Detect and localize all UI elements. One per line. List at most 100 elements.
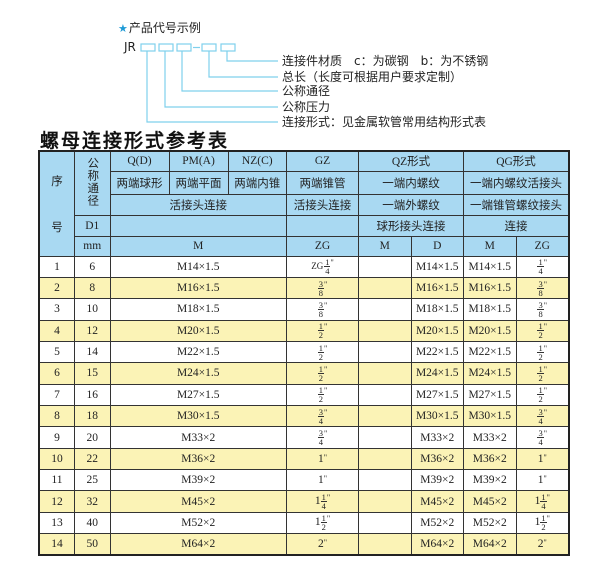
- table-row: 10 22 M36×2 1" M36×2 M36×2 1": [38, 447, 570, 471]
- cell-dn: 50: [74, 533, 111, 556]
- denominator: 4: [321, 501, 326, 512]
- leader-line-length: [208, 51, 278, 78]
- cell-qz-d: M16×1.5: [410, 276, 464, 300]
- denominator: 2: [538, 330, 543, 341]
- inch-mark: ": [543, 386, 547, 396]
- inch-mark: ": [543, 474, 547, 484]
- inch-mark: ": [543, 343, 547, 353]
- cell-seq: 3: [38, 298, 75, 321]
- header-qg-desc1: 一端内螺纹活接头: [463, 170, 570, 195]
- numerator: 1: [540, 492, 547, 503]
- header-seq: 序号: [38, 150, 75, 257]
- cell-qz-d: M18×1.5: [410, 298, 464, 321]
- table-row: 2 8 M16×1.5 3 8 " M16×1.5 M16×1.5 3 8 ": [38, 276, 570, 300]
- code-example-title: ★产品代号示例: [118, 19, 201, 36]
- table-row: 1 6 M14×1.5 ZG 1 4 " M14×1.5 M14×1.5 1 4 ": [38, 255, 570, 278]
- cell-qg-m: M64×2: [463, 533, 517, 556]
- whole-inch: 1: [314, 516, 321, 529]
- cell-qg-m: M18×1.5: [463, 298, 517, 321]
- cell-dn: 10: [74, 298, 111, 321]
- denominator: 2: [538, 351, 543, 362]
- leader-line-diameter: [181, 51, 278, 92]
- header-gz: GZ: [286, 150, 359, 172]
- leader-line-connection: [146, 51, 278, 123]
- cell-qg-m: M27×1.5: [463, 383, 517, 407]
- inch-mark: ": [543, 452, 547, 462]
- cell-m: M16×1.5: [109, 276, 287, 300]
- numerator: 3: [537, 299, 544, 310]
- whole-inch: 1: [317, 452, 324, 465]
- label-connection: 连接形式：见金属软管常用结构形式表: [282, 115, 487, 129]
- header-zg: ZG: [286, 235, 359, 257]
- leader-line-material: [226, 51, 278, 62]
- cell-qz-d: M39×2: [410, 469, 464, 492]
- numerator: 1: [537, 385, 544, 396]
- cell-qz-d: M24×1.5: [410, 362, 464, 385]
- header-dn-text: 公称通径: [86, 156, 99, 207]
- header-qg-desc3: 连接: [463, 214, 570, 237]
- cell-qg-zg: 2": [515, 533, 570, 556]
- denominator: 8: [318, 287, 323, 298]
- cell-dn: 20: [74, 426, 111, 449]
- code-box-2: [158, 43, 174, 52]
- cell-dn: 6: [74, 255, 111, 278]
- inch-mark: ": [323, 538, 327, 548]
- cell-seq: 8: [38, 405, 75, 428]
- cell-zg: 1": [286, 447, 359, 471]
- whole-inch: 1: [534, 495, 541, 508]
- numerator: 1: [317, 342, 324, 353]
- cell-qg-zg: 3 8 ": [515, 298, 570, 321]
- header-qz-desc2: 一端外螺纹: [358, 193, 464, 216]
- cell-qz-m: [358, 469, 412, 492]
- cell-dn: 8: [74, 276, 111, 300]
- cell-qg-zg: 3 4 ": [515, 426, 570, 449]
- cell-m: M45×2: [109, 490, 287, 513]
- cell-zg: 1 2 ": [286, 362, 359, 385]
- cell-qz-d: M36×2: [410, 447, 464, 471]
- header-m: M: [109, 235, 287, 257]
- code-prefix: JR: [124, 40, 136, 54]
- denominator: 8: [538, 287, 543, 298]
- cell-m: M14×1.5: [109, 255, 287, 278]
- cell-zg: 3 4 ": [286, 405, 359, 428]
- cell-qz-m: [358, 405, 412, 428]
- inch-mark: ": [323, 429, 328, 439]
- numerator: 1: [537, 342, 544, 353]
- whole-inch: 1: [537, 474, 544, 487]
- cell-qz-m: [358, 362, 412, 385]
- cell-qz-m: [358, 340, 412, 364]
- numerator: 1: [317, 321, 324, 332]
- inch-mark: ": [543, 300, 547, 310]
- cell-m: M24×1.5: [109, 362, 287, 385]
- label-pressure: 公称压力: [282, 100, 331, 114]
- denominator: 2: [318, 351, 323, 362]
- cell-seq: 13: [38, 511, 75, 535]
- inch-mark: ": [323, 300, 328, 310]
- numerator: 1: [317, 385, 324, 396]
- whole-inch: 1: [534, 516, 541, 529]
- inch-mark: ": [543, 538, 547, 548]
- cell-qz-m: [358, 511, 412, 535]
- cell-zg: 1": [286, 469, 359, 492]
- cell-qz-d: M45×2: [410, 490, 464, 513]
- header-qd-desc: 两端球形: [109, 170, 170, 195]
- whole-inch: 1: [317, 474, 324, 487]
- numerator: 1: [537, 363, 544, 374]
- cell-zg: 1 1 4 ": [286, 490, 359, 513]
- numerator: 1: [317, 363, 324, 374]
- header-nzc-desc: 两端内锥: [227, 170, 287, 195]
- cell-zg: 3 8 ": [286, 298, 359, 321]
- header-mm: mm: [74, 235, 111, 257]
- inch-mark: ": [323, 452, 327, 462]
- inch-mark: ": [323, 474, 327, 484]
- numerator: 3: [317, 278, 324, 289]
- header-union-2: 活接头连接: [286, 193, 359, 216]
